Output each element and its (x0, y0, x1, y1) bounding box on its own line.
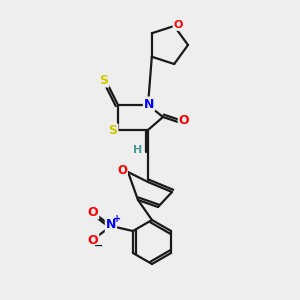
Text: O: O (117, 164, 127, 178)
Text: H: H (134, 145, 142, 155)
Text: N: N (106, 218, 116, 232)
Text: O: O (179, 115, 189, 128)
Text: O: O (88, 206, 98, 218)
Text: O: O (173, 20, 183, 30)
Text: +: + (113, 214, 121, 224)
Text: S: S (100, 74, 109, 86)
Text: S: S (109, 124, 118, 137)
Text: O: O (88, 233, 98, 247)
Text: N: N (144, 98, 154, 110)
Text: −: − (94, 241, 104, 251)
